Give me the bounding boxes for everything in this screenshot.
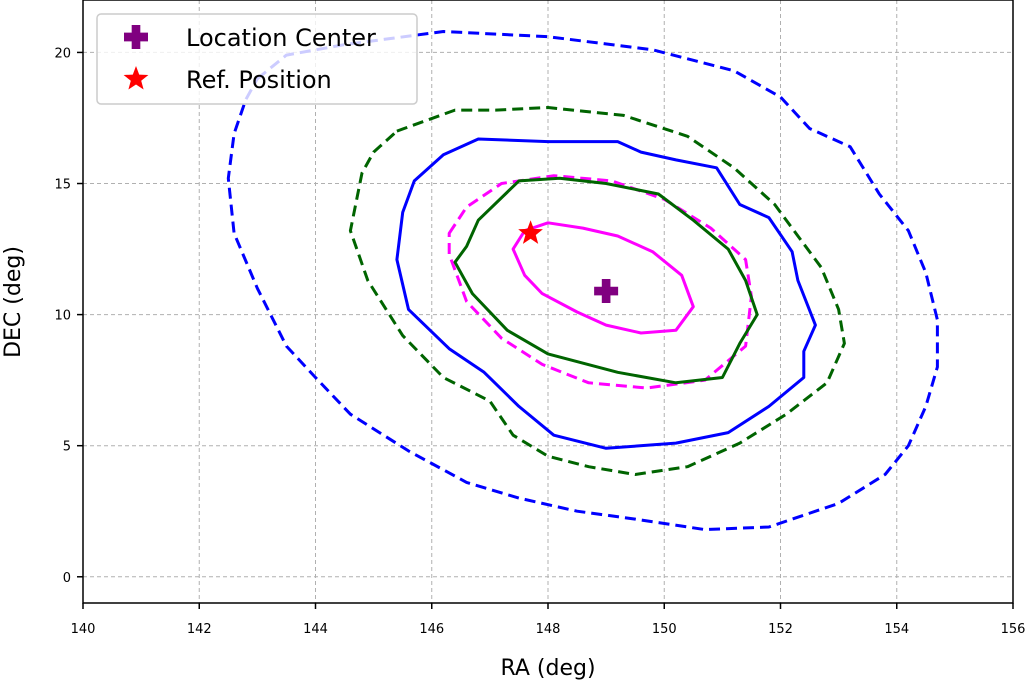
legend: Location Center Ref. Position (96, 13, 418, 105)
ticks: 140 142 144 146 148 150 152 154 156 0 5 10 15 20 (54, 46, 1025, 637)
contour-line-0 (511, 221, 695, 335)
x-tick-label: 148 (536, 622, 561, 637)
legend-label-location-center: Location Center (186, 24, 376, 52)
x-tick-label: 146 (419, 622, 444, 637)
x-tick-label: 152 (768, 622, 793, 637)
x-tick-label: 142 (187, 622, 212, 637)
y-tick-label: 15 (54, 178, 71, 193)
legend-box (96, 13, 418, 105)
legend-label-ref-position: Ref. Position (186, 66, 332, 94)
x-tick-label: 140 (71, 622, 96, 637)
legend-symbol-location-center (124, 25, 148, 49)
contour-line-5 (226, 30, 939, 532)
legend-symbol-ref-position (123, 66, 149, 90)
contour-line-1 (447, 174, 753, 390)
y-tick-label: 20 (54, 46, 71, 61)
x-tick-label: 156 (1001, 622, 1026, 637)
x-tick-label: 144 (303, 622, 328, 637)
contour-line-2 (453, 176, 759, 385)
legend-star-marker (123, 66, 149, 90)
contour-line-4 (348, 106, 846, 476)
x-axis-label: RA (deg) (500, 656, 595, 681)
x-tick-label: 154 (884, 622, 909, 637)
y-tick-label: 5 (63, 440, 71, 455)
y-tick-label: 0 (63, 571, 71, 586)
legend-plus-marker (124, 25, 148, 49)
x-tick-label: 150 (652, 622, 677, 637)
contour-line-3 (395, 137, 817, 450)
point-markers (518, 220, 619, 304)
y-tick-label: 10 (54, 309, 71, 324)
ref-position-marker (518, 220, 543, 244)
contour-lines (226, 30, 939, 532)
location-center-marker (594, 279, 619, 304)
y-axis-label: DEC (deg) (1, 246, 26, 358)
